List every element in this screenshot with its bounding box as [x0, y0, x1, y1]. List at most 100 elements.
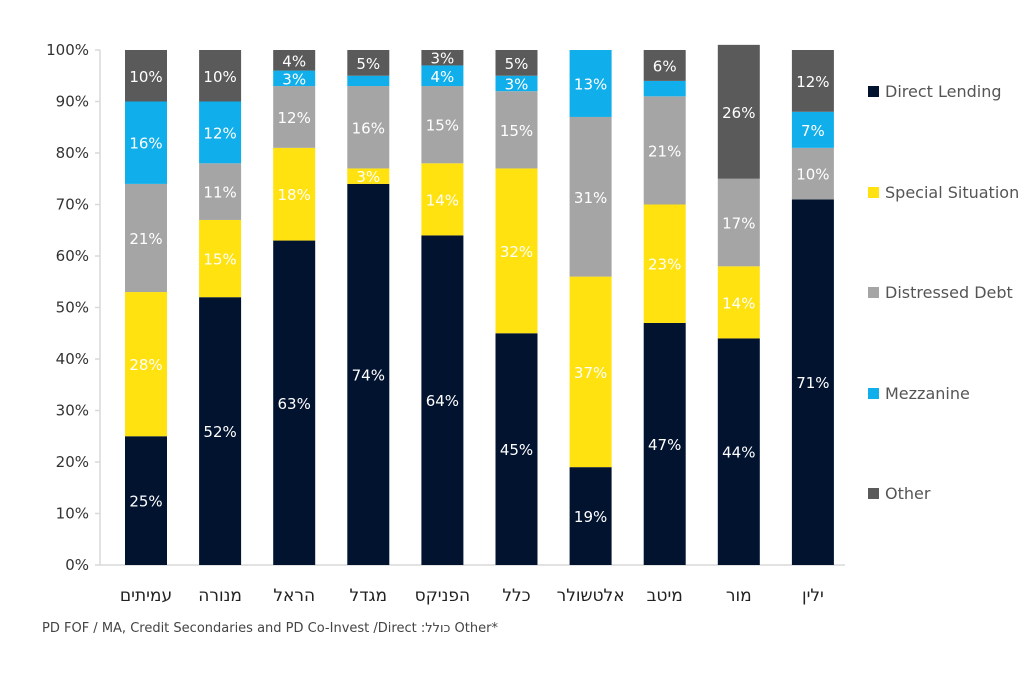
data-label: 47% [648, 436, 681, 454]
data-label: 63% [278, 395, 311, 413]
legend-swatch [868, 387, 879, 399]
data-label: 44% [722, 444, 755, 462]
data-label: 74% [352, 366, 385, 384]
data-label: 15% [426, 117, 459, 135]
bars [125, 44, 834, 566]
data-label: 16% [129, 135, 162, 153]
data-label: 32% [500, 243, 533, 261]
legend-item-direct-lending: Direct Lending [868, 82, 1002, 101]
bar-segment-direct-lending [347, 183, 390, 565]
legend-label: Distressed Debt [885, 283, 1013, 302]
legend-label: Other [885, 484, 931, 503]
bar-segment-special-situation [273, 147, 316, 241]
y-tick-label: 60% [56, 247, 89, 265]
bar-segment-special-situation [125, 292, 167, 437]
y-tick-label: 0% [65, 556, 89, 574]
data-label: 7% [801, 122, 825, 140]
data-label: 21% [129, 230, 162, 248]
bar-segment-mezzanine [495, 75, 538, 92]
data-label: 3% [282, 70, 306, 88]
legend-label: Mezzanine [885, 383, 970, 403]
data-label: 5% [356, 55, 380, 73]
bar-segment-special-situation [495, 168, 538, 334]
bar-segment-special-situation [199, 219, 242, 298]
bar-segment-distressed-debt [643, 96, 686, 205]
bar-segment-other [791, 50, 834, 112]
data-label: 14% [426, 191, 459, 209]
y-tick-label: 80% [56, 144, 89, 162]
legend-item-other: Other [868, 484, 930, 503]
x-category-label: מיטב [647, 586, 683, 606]
x-category-label: הראל [273, 586, 315, 606]
data-label: 21% [648, 142, 681, 160]
bar-segment-mezzanine [347, 75, 390, 87]
y-tick-label: 100% [46, 41, 89, 59]
bar-segment-direct-lending [791, 199, 834, 565]
bar-segment-other [347, 50, 390, 76]
data-label: 6% [653, 57, 677, 75]
data-label: 52% [203, 423, 236, 441]
x-category-label: מגדל [350, 586, 388, 606]
x-category-label: אלטשולר [557, 586, 625, 606]
data-label: 3% [431, 50, 455, 68]
data-label: 15% [500, 122, 533, 140]
bar-segment-direct-lending [569, 467, 612, 565]
data-label: 23% [648, 256, 681, 274]
data-label: 10% [203, 68, 236, 86]
data-label: 10% [129, 68, 162, 86]
data-label: 4% [431, 68, 455, 86]
data-label: 11% [203, 184, 236, 202]
data-label: 12% [203, 124, 236, 142]
bar-segment-other [421, 50, 464, 66]
bar-segment-distressed-debt [421, 86, 464, 164]
x-category-label: ילין [802, 586, 824, 606]
y-tick-label: 20% [56, 453, 89, 471]
data-label: 12% [278, 109, 311, 127]
bar-segment-mezzanine [643, 80, 686, 97]
legend-item-distressed-debt: Distressed Debt [868, 283, 1013, 302]
y-tick-label: 90% [56, 93, 89, 111]
y-axis: 0% 10% 20% 30% 40% 50% 60% 70% 80% 90% 100% [46, 41, 845, 574]
bar-segment-mezzanine [199, 101, 242, 164]
bar-segment-distressed-debt [495, 91, 538, 169]
bar-segment-other [495, 50, 538, 76]
data-label: 71% [796, 374, 829, 392]
bar-segment-other [125, 50, 167, 102]
bar-segment-special-situation [421, 163, 464, 236]
bar-segment-mezzanine [273, 70, 316, 87]
data-label: 19% [574, 508, 607, 526]
data-label: 45% [500, 441, 533, 459]
y-tick-label: 10% [56, 505, 89, 523]
x-category-label: כלל [502, 586, 530, 606]
bar-segment-direct-lending [643, 322, 686, 565]
bar-segment-direct-lending [421, 235, 464, 565]
data-label: 4% [282, 52, 306, 70]
bar-segment-mezzanine [421, 65, 464, 87]
bar-segment-other [273, 50, 316, 71]
bar-segment-direct-lending [199, 297, 242, 565]
bar-segment-distressed-debt [791, 147, 834, 200]
x-category-label: הפניקס [415, 586, 470, 606]
data-label: 25% [129, 493, 162, 511]
bar-segment-distressed-debt [347, 86, 390, 169]
data-label: 16% [352, 119, 385, 137]
bar-segment-direct-lending [495, 333, 538, 565]
legend-item-special-situation: Special Situation [868, 183, 1019, 202]
data-label: 64% [426, 392, 459, 410]
bar-segment-special-situation [643, 204, 686, 323]
bar-segment-mezzanine [569, 50, 612, 117]
data-label: 15% [203, 251, 236, 269]
data-label: 18% [278, 186, 311, 204]
data-label: 10% [796, 166, 829, 184]
legend-item-mezzanine: Mezzanine [868, 384, 970, 403]
footnote: PD FOF / MA, Credit Secondaries and PD C… [42, 621, 498, 636]
y-tick-label: 30% [56, 402, 89, 420]
segment-labels: 25% 28% 21% 16% 10% 52% 15% 11% 12% 10% 63% 18% 12% 3… [129, 50, 829, 526]
bar-segment-special-situation [347, 168, 390, 184]
data-label: 28% [129, 356, 162, 374]
data-label: 37% [574, 364, 607, 382]
y-tick-label: 40% [56, 350, 89, 368]
legend-swatch [868, 488, 879, 499]
bar-segment-direct-lending [717, 338, 760, 565]
